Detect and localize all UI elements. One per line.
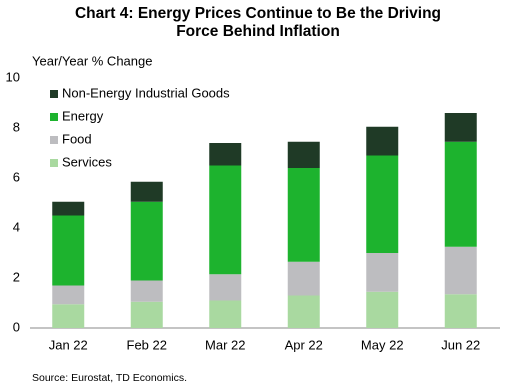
bar-segment	[287, 261, 320, 296]
legend-label: Energy	[62, 108, 104, 123]
bar-segment	[366, 291, 399, 328]
x-tick-label: Jun 22	[441, 337, 480, 352]
bar-segment	[52, 285, 85, 305]
bar-segment	[287, 141, 320, 168]
bar-segment	[130, 301, 163, 328]
bar-segment	[130, 280, 163, 302]
bar-segment	[366, 126, 399, 156]
y-tick-label: 8	[13, 119, 20, 134]
chart-title: Force Behind Inflation	[176, 23, 340, 40]
chart-title: Chart 4: Energy Prices Continue to Be th…	[75, 5, 441, 22]
bar-segment	[130, 201, 163, 281]
bar-segment	[287, 295, 320, 328]
y-tick-label: 10	[6, 69, 20, 84]
bar-segment	[366, 253, 399, 292]
bar-segment	[444, 294, 477, 328]
bar-segment	[444, 141, 477, 247]
bar-segment	[366, 155, 399, 253]
y-axis-label: Year/Year % Change	[32, 53, 152, 68]
x-tick-label: Jan 22	[49, 337, 88, 352]
x-tick-label: Feb 22	[127, 337, 167, 352]
legend-label: Services	[62, 154, 112, 169]
y-tick-label: 2	[13, 269, 20, 284]
bar-segment	[209, 274, 242, 301]
bar-segment	[52, 304, 85, 328]
bar-segment	[209, 300, 242, 328]
bar-segment	[444, 246, 477, 295]
legend-swatch	[50, 113, 58, 121]
legend-label: Food	[62, 131, 92, 146]
x-tick-label: Mar 22	[205, 337, 245, 352]
bar-segment	[209, 165, 242, 275]
legend-swatch	[50, 90, 58, 98]
source: Source: Eurostat, TD Economics.	[32, 372, 187, 384]
bar-segment	[52, 201, 85, 216]
legend-swatch	[50, 159, 58, 167]
bar-segment	[287, 168, 320, 262]
y-tick-label: 6	[13, 169, 20, 184]
legend-swatch	[50, 136, 58, 144]
x-tick-label: Apr 22	[285, 337, 323, 352]
legend-label: Non-Energy Industrial Goods	[62, 85, 230, 100]
bar-segment	[209, 143, 242, 166]
y-tick-label: 0	[13, 319, 20, 334]
bar-segment	[444, 113, 477, 142]
x-tick-label: May 22	[361, 337, 404, 352]
bar-segment	[52, 215, 85, 286]
bar-segment	[130, 181, 163, 202]
y-tick-label: 4	[13, 219, 20, 234]
